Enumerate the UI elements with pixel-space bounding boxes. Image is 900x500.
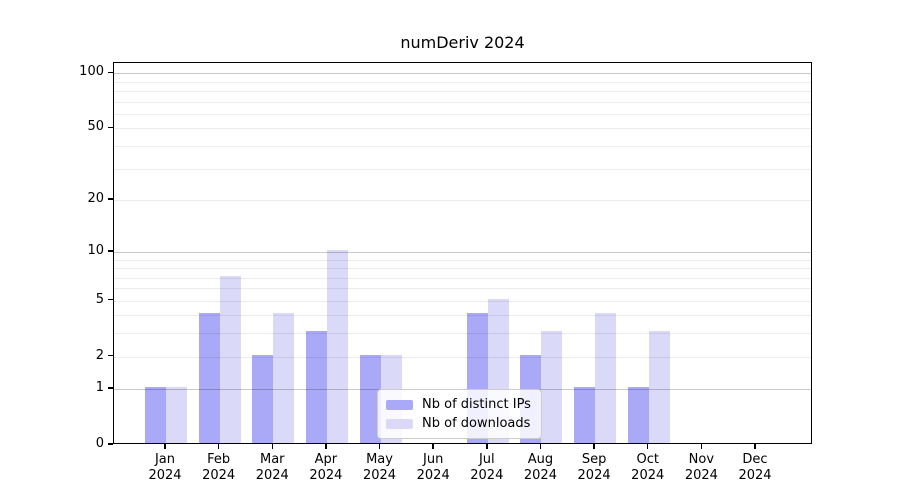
bar-distinct-ips — [305, 331, 327, 443]
y-tick-label: 5 — [95, 291, 104, 307]
y-tick-label: 1 — [95, 380, 104, 396]
x-tick — [217, 444, 220, 449]
gridline-minor — [114, 128, 811, 130]
gridline-minor — [114, 300, 811, 302]
y-tick-label: 2 — [95, 347, 104, 363]
x-tick-label: Sep 2024 — [577, 452, 611, 483]
x-tick — [271, 444, 274, 449]
y-tick — [108, 126, 113, 129]
legend: Nb of distinct IPs Nb of downloads — [377, 389, 542, 439]
bar-downloads — [541, 331, 563, 443]
gridline-minor — [114, 81, 811, 83]
bar-distinct-ips — [145, 387, 166, 443]
x-tick-label: Apr 2024 — [309, 452, 343, 483]
gridline-minor — [114, 168, 811, 170]
y-tick — [108, 198, 113, 200]
legend-item-downloads: Nb of downloads — [386, 414, 531, 433]
x-tick — [378, 444, 381, 449]
gridline-minor — [114, 113, 811, 115]
bar-distinct-ips — [198, 313, 220, 443]
legend-swatch-distinct-ips — [386, 399, 413, 410]
bar-downloads — [166, 387, 187, 443]
gridline-major — [114, 73, 811, 75]
bar-downloads — [219, 275, 241, 443]
y-tick — [108, 387, 113, 389]
plot-area — [113, 62, 812, 444]
gridline-major — [114, 251, 811, 253]
x-tick-label: Jan 2024 — [148, 452, 182, 483]
y-tick — [108, 354, 113, 357]
y-tick-label: 10 — [87, 242, 104, 258]
y-tick — [108, 298, 113, 301]
y-tick-label: 0 — [95, 436, 104, 451]
y-tick — [108, 443, 113, 445]
x-tick-label: May 2024 — [362, 452, 397, 483]
x-tick — [325, 444, 327, 449]
gridline-minor — [114, 259, 811, 261]
gridline-minor — [114, 145, 811, 147]
x-tick-label: Feb 2024 — [202, 452, 236, 483]
bar-downloads — [595, 313, 617, 443]
x-tick — [754, 444, 756, 449]
legend-swatch-downloads — [386, 418, 413, 429]
gridline-minor — [114, 277, 811, 279]
x-tick-label: Jul 2024 — [470, 452, 504, 483]
x-tick — [646, 444, 649, 449]
y-tick-label: 100 — [79, 64, 104, 80]
legend-label-distinct-ips: Nb of distinct IPs — [422, 397, 531, 412]
x-tick — [486, 444, 488, 449]
x-tick — [700, 444, 703, 449]
x-tick — [539, 444, 542, 449]
gridline-minor — [114, 288, 811, 290]
y-tick — [108, 71, 113, 74]
bar-distinct-ips — [252, 354, 274, 443]
gridline-minor — [114, 199, 811, 201]
x-tick-label: Aug 2024 — [523, 452, 557, 483]
legend-label-downloads: Nb of downloads — [422, 416, 531, 431]
bar-downloads — [273, 313, 295, 443]
x-tick-label: Oct 2024 — [631, 452, 665, 483]
chart-title: numDeriv 2024 — [400, 33, 525, 52]
x-tick — [164, 444, 166, 449]
bar-downloads — [648, 331, 670, 443]
gridline-minor — [114, 101, 811, 103]
bar-distinct-ips — [627, 387, 649, 443]
x-tick-label: Jun 2024 — [416, 452, 450, 483]
x-tick-label: Dec 2024 — [738, 452, 772, 483]
y-tick-label: 50 — [87, 119, 104, 135]
x-tick-label: Nov 2024 — [684, 452, 718, 483]
y-tick — [108, 250, 113, 252]
x-tick — [593, 444, 595, 449]
x-tick-label: Mar 2024 — [255, 452, 289, 483]
bar-downloads — [326, 249, 348, 443]
legend-item-distinct-ips: Nb of distinct IPs — [386, 395, 531, 414]
y-tick-label: 20 — [87, 190, 104, 206]
x-tick — [432, 444, 434, 449]
bar-distinct-ips — [574, 387, 596, 443]
gridline-minor — [114, 91, 811, 93]
gridline-minor — [114, 268, 811, 270]
bar-distinct-ips — [359, 354, 381, 443]
